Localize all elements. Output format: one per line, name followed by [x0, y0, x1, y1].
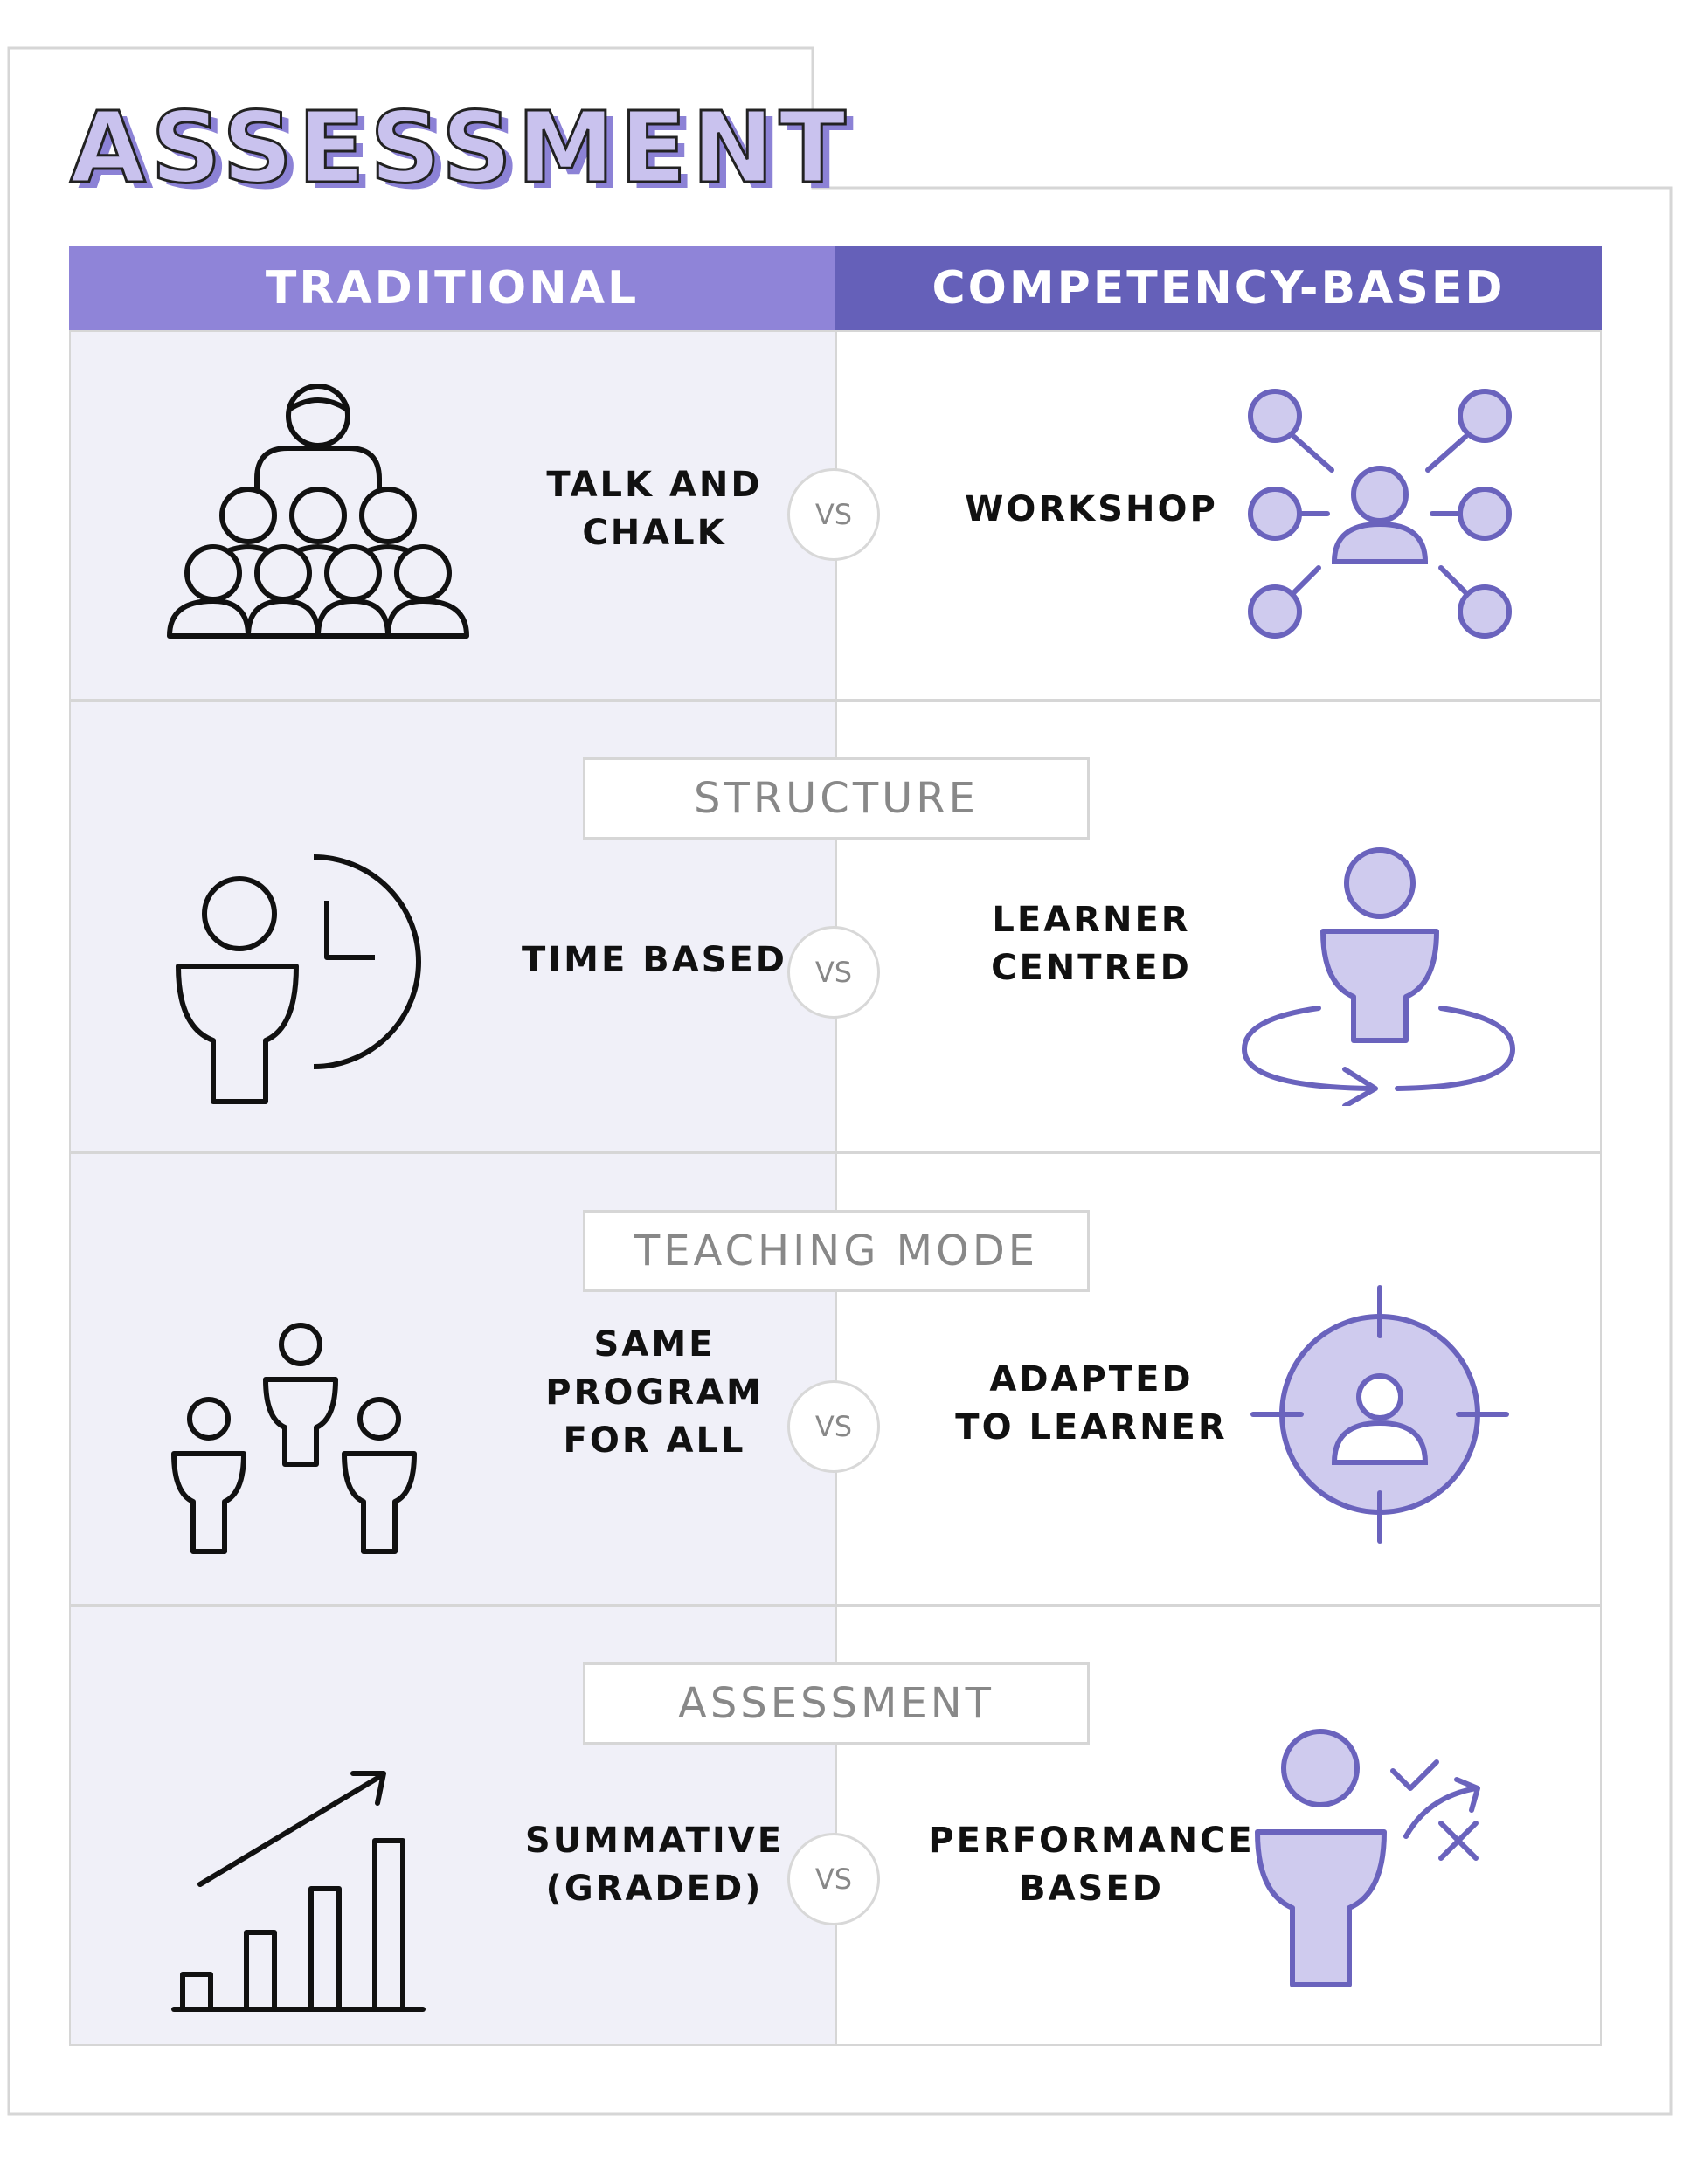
section-label-teaching-mode: TEACHING MODE [583, 1210, 1090, 1292]
classroom-audience-icon [165, 383, 471, 645]
vs-badge: VS [787, 1380, 880, 1473]
group-of-learners-icon [170, 1323, 432, 1567]
time-based-label: TIME BASED [521, 940, 787, 980]
vs-badge: VS [787, 468, 880, 561]
adapted-to-learner-label: ADAPTED TO LEARNER [955, 1359, 1228, 1448]
performance-based-label: PERFORMANCE BASED [928, 1821, 1255, 1909]
target-person-icon [1249, 1283, 1511, 1545]
competency-based-column-header: COMPETENCY-BASED [835, 246, 1602, 330]
section-label-structure: STRUCTURE [583, 757, 1090, 840]
person-rotate-icon [1240, 844, 1520, 1106]
traditional-column-header: TRADITIONAL [69, 246, 835, 330]
comparison-row-summative-vs-performance: SUMMATIVE (GRADED) VS PERFORMANCE BASED [69, 1688, 1602, 2139]
workshop-network-icon [1240, 383, 1520, 645]
comparison-row-talk-chalk-vs-workshop: TALK AND CHALK VS WORKSHOP [69, 330, 1602, 781]
bar-chart-growth-icon [170, 1758, 432, 2020]
column-divider [835, 330, 837, 2046]
summative-graded-label: SUMMATIVE (GRADED) [524, 1821, 785, 1909]
row-divider [69, 1151, 1602, 1154]
row-divider [69, 1604, 1602, 1607]
comparison-table: TRADITIONAL COMPETENCY-BASED [69, 246, 1602, 2046]
page-title: ASSESSMENT [69, 92, 851, 205]
workshop-label: WORKSHOP [965, 489, 1218, 529]
same-program-for-all-label: SAME PROGRAM FOR ALL [545, 1324, 764, 1461]
vs-badge: VS [787, 926, 880, 1019]
comparison-row-same-program-vs-adapted: SAME PROGRAM FOR ALL VS ADAPTED TO LEARN… [69, 1235, 1602, 1686]
person-clock-icon [174, 853, 445, 1115]
vs-badge: VS [787, 1833, 880, 1925]
person-check-cross-icon [1249, 1723, 1528, 2002]
comparison-row-time-based-vs-learner-centred: TIME BASED VS LEARNER CENTRED [69, 783, 1602, 1234]
row-divider [69, 699, 1602, 702]
learner-centred-label: LEARNER CENTRED [991, 900, 1192, 988]
talk-and-chalk-label: TALK AND CHALK [546, 465, 763, 553]
section-label-assessment: ASSESSMENT [583, 1662, 1090, 1745]
